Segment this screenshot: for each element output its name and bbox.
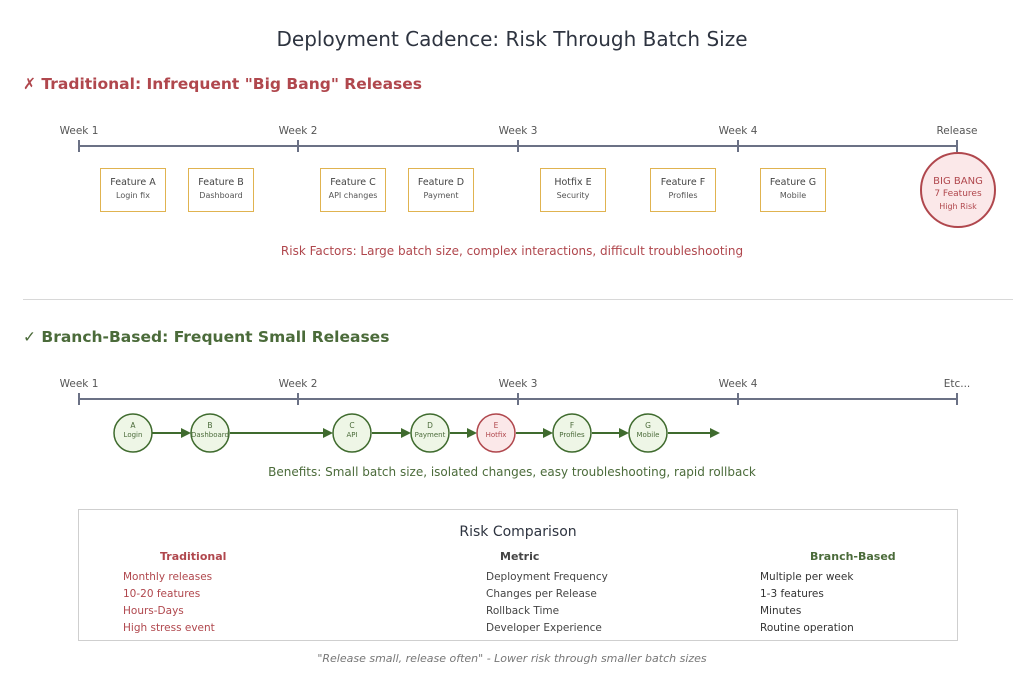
node-label-g: G Mobile	[628, 421, 668, 439]
node-desc: Dashboard	[191, 431, 229, 439]
trad-tick	[297, 140, 299, 152]
release-flow-diagram	[113, 413, 720, 453]
section-divider	[23, 299, 1013, 300]
feature-desc: Dashboard	[199, 191, 243, 200]
traditional-heading: ✗ Traditional: Infrequent "Big Bang" Rel…	[23, 75, 422, 93]
trad-tick	[737, 140, 739, 152]
table-cell-traditional: Monthly releases	[123, 571, 213, 583]
feature-box-g: Feature G Mobile	[760, 168, 826, 212]
col-header-traditional: Traditional	[160, 550, 227, 563]
table-cell-branch: Multiple per week	[760, 571, 854, 583]
trad-tick	[956, 140, 958, 152]
trad-axis-label-week4: Week 4	[718, 125, 758, 137]
table-cell-traditional: 10-20 features	[123, 588, 201, 600]
feature-desc: Payment	[423, 191, 459, 200]
risk-comparison-table: Risk Comparison Traditional Metric Branc…	[78, 509, 958, 641]
col-header-metric: Metric	[500, 550, 540, 563]
release-node-a	[113, 413, 153, 453]
feature-desc: API changes	[328, 191, 378, 200]
node-desc: Profiles	[559, 431, 585, 439]
big-bang-release-circle: BIG BANG 7 Features High Risk	[920, 152, 996, 228]
branch-axis-label-week3: Week 3	[498, 378, 538, 390]
branch-based-heading: ✓ Branch-Based: Frequent Small Releases	[23, 328, 390, 346]
table-cell-traditional: High stress event	[123, 622, 215, 634]
branch-tick	[956, 393, 958, 405]
branch-axis-label-week2: Week 2	[278, 378, 318, 390]
node-letter: B	[207, 421, 213, 430]
benefits-text: Benefits: Small batch size, isolated cha…	[268, 465, 756, 479]
risk-comparison-title: Risk Comparison	[459, 524, 577, 540]
trad-axis-label-week1: Week 1	[59, 125, 99, 137]
branch-tick	[737, 393, 739, 405]
node-label-e: E Hotfix	[476, 421, 516, 439]
node-label-c: C API	[332, 421, 372, 439]
node-letter: C	[349, 421, 355, 430]
branch-axis-label-etc: Etc...	[943, 378, 971, 390]
trad-axis-label-week2: Week 2	[278, 125, 318, 137]
feature-box-c: Feature C API changes	[320, 168, 386, 212]
node-label-a: A Login	[113, 421, 153, 439]
feature-name: Feature G	[769, 177, 817, 188]
node-letter: E	[493, 421, 499, 430]
big-bang-risk: High Risk	[939, 202, 977, 211]
page-title: Deployment Cadence: Risk Through Batch S…	[276, 27, 748, 51]
node-desc: Payment	[414, 431, 446, 439]
table-cell-metric: Rollback Time	[486, 605, 560, 617]
branch-tick	[517, 393, 519, 405]
trad-axis-label-week3: Week 3	[498, 125, 538, 137]
release-node-b	[190, 413, 230, 453]
big-bang-count: 7 Features	[934, 189, 982, 199]
hotfix-box-e: Hotfix E Security	[540, 168, 606, 212]
feature-name: Feature B	[198, 177, 244, 188]
node-desc: Login	[123, 431, 143, 439]
branch-tick	[297, 393, 299, 405]
feature-box-d: Feature D Payment	[408, 168, 474, 212]
table-cell-branch: 1-3 features	[760, 588, 824, 600]
node-desc: Mobile	[636, 431, 660, 439]
feature-box-f: Feature F Profiles	[650, 168, 716, 212]
trad-tick	[517, 140, 519, 152]
trad-axis-label-release: Release	[936, 125, 978, 137]
feature-desc: Login fix	[116, 191, 150, 200]
footer-quote: "Release small, release often" - Lower r…	[317, 652, 707, 665]
node-desc: Hotfix	[485, 431, 507, 439]
release-node-f	[552, 413, 592, 453]
table-cell-traditional: Hours-Days	[123, 605, 184, 617]
feature-name: Feature D	[417, 177, 465, 188]
feature-name: Feature A	[110, 177, 156, 188]
feature-box-a: Feature A Login fix	[100, 168, 166, 212]
node-letter: F	[569, 421, 575, 430]
feature-desc: Security	[556, 191, 590, 200]
branch-tick	[78, 393, 80, 405]
branch-axis-label-week4: Week 4	[718, 378, 758, 390]
node-label-d: D Payment	[410, 421, 450, 439]
big-bang-title: BIG BANG	[933, 176, 983, 187]
table-cell-branch: Minutes	[760, 605, 802, 617]
feature-name: Feature F	[660, 177, 706, 188]
release-node-d	[410, 413, 450, 453]
feature-name: Hotfix E	[554, 177, 592, 188]
node-label-b: B Dashboard	[190, 421, 230, 439]
feature-name: Feature C	[330, 177, 376, 188]
node-letter: G	[645, 421, 651, 430]
release-node-g	[628, 413, 668, 453]
table-cell-branch: Routine operation	[760, 622, 854, 634]
risk-factors-text: Risk Factors: Large batch size, complex …	[280, 244, 744, 258]
release-node-c	[332, 413, 372, 453]
trad-tick	[78, 140, 80, 152]
table-cell-metric: Changes per Release	[486, 588, 597, 600]
table-cell-metric: Deployment Frequency	[486, 571, 608, 583]
node-label-f: F Profiles	[552, 421, 592, 439]
col-header-branch: Branch-Based	[810, 550, 896, 563]
feature-box-b: Feature B Dashboard	[188, 168, 254, 212]
feature-desc: Profiles	[668, 191, 698, 200]
node-desc: API	[346, 431, 358, 439]
node-letter: D	[427, 421, 433, 430]
release-node-e-hotfix	[476, 413, 516, 453]
node-letter: A	[130, 421, 136, 430]
table-cell-metric: Developer Experience	[486, 622, 602, 634]
branch-axis-label-week1: Week 1	[59, 378, 99, 390]
feature-desc: Mobile	[779, 191, 807, 200]
